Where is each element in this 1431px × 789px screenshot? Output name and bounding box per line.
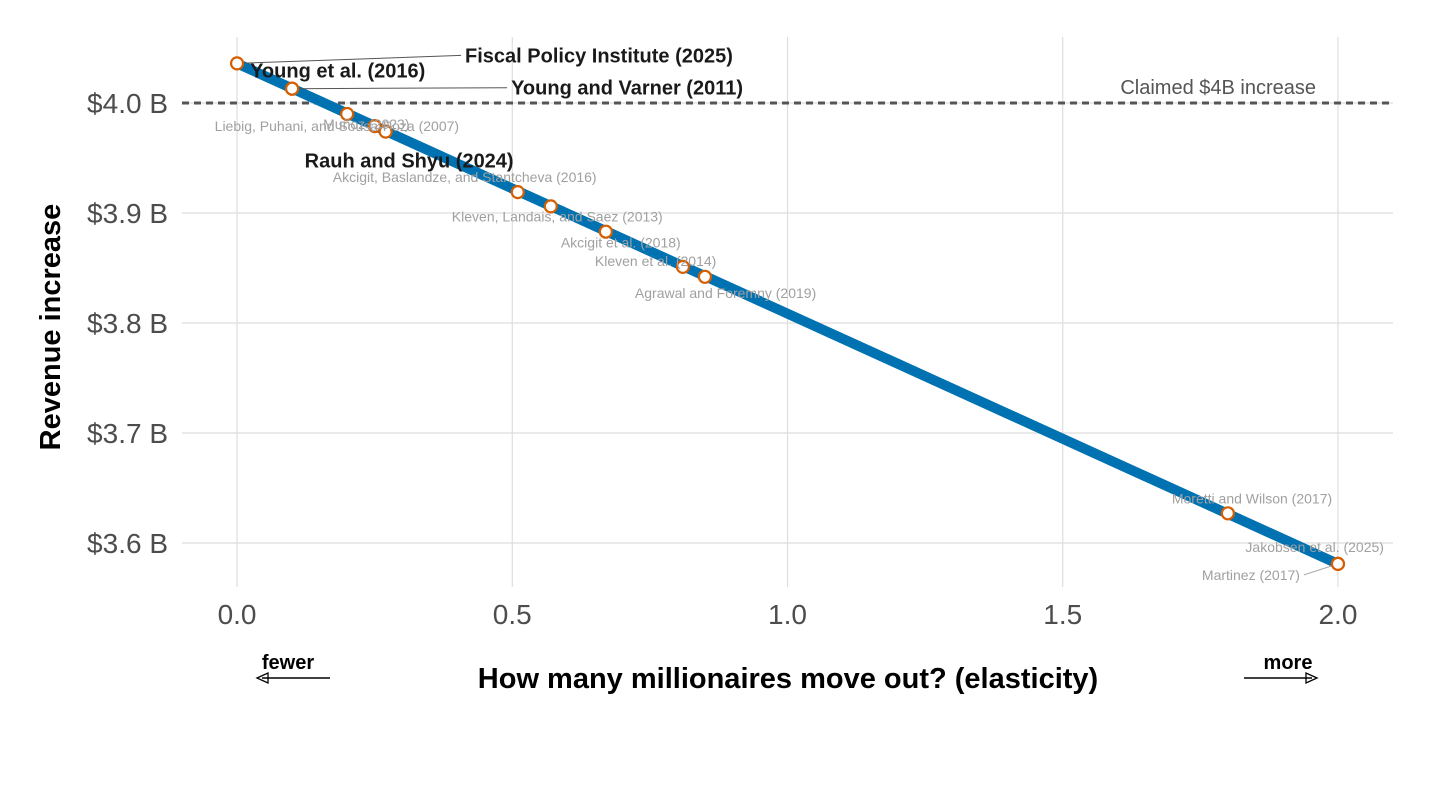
y-tick-label: $3.9 B xyxy=(87,198,168,229)
y-tick-label: $3.6 B xyxy=(87,528,168,559)
y-axis-title: Revenue increase xyxy=(35,204,67,451)
series-layer xyxy=(234,58,1341,569)
arrow-more-head xyxy=(1305,671,1319,685)
data-point xyxy=(697,269,713,284)
y-tick-label: $4.0 B xyxy=(87,88,168,119)
data-point xyxy=(598,224,613,239)
data-point xyxy=(1220,506,1235,521)
points-layer xyxy=(229,56,1346,572)
point-label: Rauh and Shyu (2024) xyxy=(305,151,514,173)
x-axis-title: How many millionaires move out? (elastic… xyxy=(478,663,1098,695)
y-tick-label: $3.7 B xyxy=(87,418,168,449)
point-label: Jakobsen et al. (2025) xyxy=(1245,539,1384,555)
leader-line xyxy=(237,54,462,64)
y-tick-label: $3.8 B xyxy=(87,308,168,339)
x-tick-label: 0.0 xyxy=(218,599,257,630)
point-label: Kleven et al. (2014) xyxy=(595,253,716,269)
x-tick-label: 0.5 xyxy=(493,599,532,630)
axis-layer: 0.0 0.5 1.0 1.5 2.0 $3.6 B $3.7 B $3.8 B $3.9 B $… xyxy=(35,88,1357,695)
point-label: Young and Varner (2011) xyxy=(511,78,743,100)
reference-layer: Claimed $4B increase xyxy=(182,77,1393,105)
data-point xyxy=(378,124,393,139)
point-label: Agrawal and Foremny (2019) xyxy=(635,285,816,301)
data-point xyxy=(229,56,245,71)
labels-layer: Fiscal Policy Institute (2025) Young et a… xyxy=(215,45,1384,583)
point-label: Moretti and Wilson (2017) xyxy=(1172,490,1332,506)
point-label: Liebig, Puhani, and Sousa-Poza (2007) xyxy=(215,118,459,134)
data-point xyxy=(284,81,300,96)
revenue-line xyxy=(234,58,1341,569)
x-tick-label: 1.0 xyxy=(768,599,807,630)
direction-label-more: more xyxy=(1264,652,1313,674)
data-point xyxy=(367,118,382,134)
direction-label-fewer: fewer xyxy=(262,652,314,674)
data-point xyxy=(1330,556,1346,572)
x-tick-label: 1.5 xyxy=(1043,599,1082,630)
data-point xyxy=(510,185,525,200)
data-point xyxy=(340,106,355,122)
reference-line-label: Claimed $4B increase xyxy=(1120,77,1316,99)
arrow-fewer-head xyxy=(255,671,269,685)
data-point xyxy=(543,199,558,214)
point-label: Young et al. (2016) xyxy=(250,61,425,83)
point-label: Fiscal Policy Institute (2025) xyxy=(465,45,733,67)
data-point xyxy=(675,259,691,274)
point-label: Martinez (2017) xyxy=(1202,567,1300,583)
point-label: Kleven, Landais, and Saez (2013) xyxy=(452,208,663,224)
point-label: Akcigit et al. (2018) xyxy=(561,235,681,251)
point-label: Akcigit, Baslandze, and Stantcheva (2016… xyxy=(333,169,597,185)
point-label: Muñoz (2023) xyxy=(323,116,409,132)
leader-line xyxy=(292,87,508,90)
x-tick-label: 2.0 xyxy=(1318,599,1357,630)
